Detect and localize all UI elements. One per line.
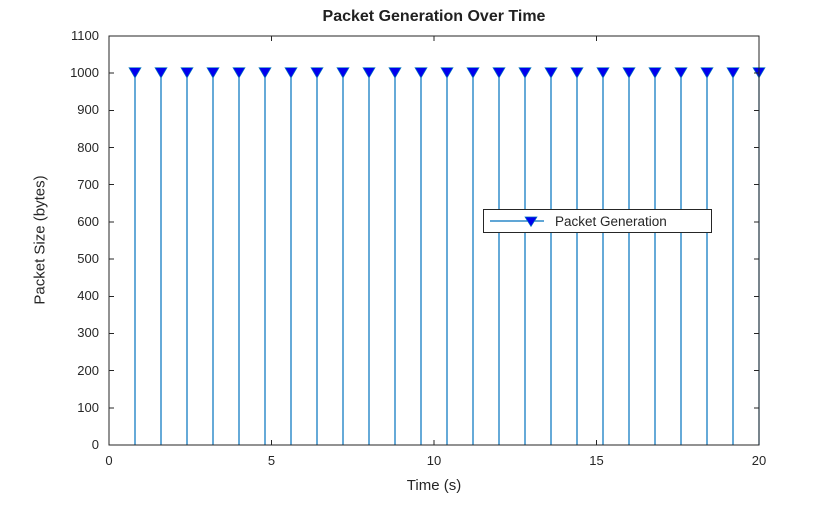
stem-marker-triangle [258,67,272,79]
y-tick-label: 400 [77,288,99,304]
stem-marker-triangle [388,67,402,79]
stem-marker-triangle [596,67,610,79]
x-tick-label: 5 [267,453,276,468]
x-tick-label: 0 [105,453,113,468]
stem-marker-triangle [128,67,142,79]
stem-marker-triangle [336,67,350,79]
y-tick-labels: 0 100 200 300 400 500 600 700 800 900 1000 1100 [0,0,101,505]
stem-marker-triangle [414,67,428,79]
stem-marker-triangle [700,67,714,79]
stem-marker-triangle [232,67,246,79]
stem-marker-triangle [622,67,636,79]
y-tick-label: 900 [77,102,99,118]
stem-marker-triangle [310,67,324,79]
legend-label: Packet Generation [555,213,667,229]
y-tick-label: 100 [77,399,99,415]
stem-marker-triangle [570,67,584,79]
y-tick-label: 0 [91,437,99,452]
y-tick-label: 1100 [71,28,99,43]
y-tick-label: 600 [77,213,99,229]
stem-marker-triangle [726,67,740,79]
stem-marker-triangle [180,67,194,79]
stem-marker-triangle [154,67,168,79]
x-tick-label: 20 [751,453,767,468]
legend-triangle-icon [524,216,538,228]
stem-marker-triangle [440,67,454,79]
stem-marker-triangle [206,67,220,79]
x-axis-label: Time (s) [406,477,462,494]
stem-marker-triangle [518,67,532,79]
stem-marker-triangle [492,67,506,79]
y-tick-label: 1000 [70,65,99,81]
stem-marker-triangle [544,67,558,79]
stem-marker-triangle [466,67,480,79]
y-tick-label: 500 [77,251,99,267]
x-tick-label: 15 [589,453,604,468]
stem-marker-triangle [362,67,376,79]
y-tick-label: 800 [77,139,99,155]
stem-marker-triangle [674,67,688,79]
stem-marker-triangle [648,67,662,79]
y-tick-label: 700 [77,176,99,192]
legend-box: Packet Generation [483,209,712,233]
stem-marker-triangle [284,67,298,79]
y-tick-label: 300 [77,325,99,341]
y-tick-label: 200 [77,362,99,378]
chart-title: Packet Generation Over Time [322,8,546,25]
legend-marker-swatch [490,216,544,228]
x-tick-label: 10 [426,453,442,468]
